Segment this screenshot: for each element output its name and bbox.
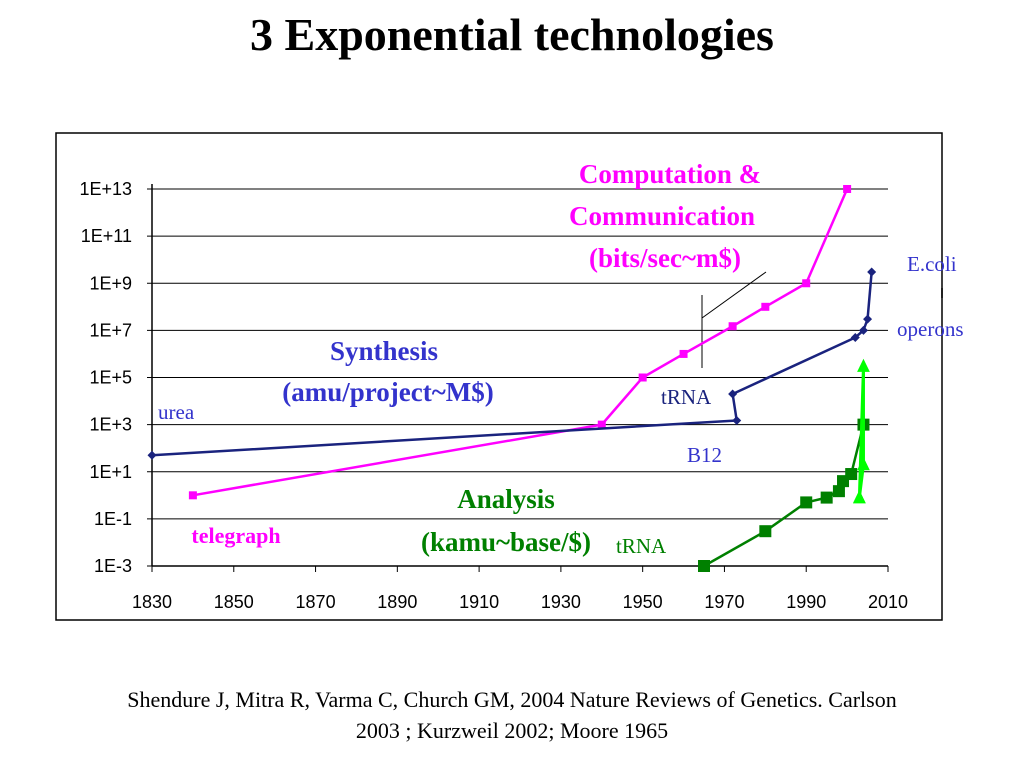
data-point	[728, 322, 737, 331]
series-analysis	[698, 418, 870, 572]
y-tick-label: 1E+3	[89, 415, 132, 435]
x-tick-label: 1830	[132, 592, 172, 612]
data-point	[843, 185, 852, 193]
data-point	[857, 457, 870, 471]
data-point	[147, 450, 157, 460]
citation-line-1: Shendure J, Mitra R, Varma C, Church GM,…	[127, 687, 897, 712]
annotations: Computation & Communication (bits/sec~m$…	[158, 159, 964, 558]
urea-label: urea	[158, 400, 195, 424]
data-point	[759, 525, 772, 538]
page-title: 3 Exponential technologies	[250, 9, 774, 60]
x-tick-label: 1910	[459, 592, 499, 612]
x-tick-label: 1950	[623, 592, 663, 612]
computation-label-line-2: Communication	[569, 201, 755, 231]
data-point	[802, 279, 811, 288]
data-point	[850, 332, 860, 342]
data-point	[858, 325, 868, 335]
y-tick-label: 1E+7	[89, 320, 132, 340]
data-series	[147, 185, 877, 572]
data-point	[732, 415, 742, 425]
data-point	[845, 468, 858, 481]
y-tick-label: 1E-1	[94, 509, 132, 529]
data-point	[800, 496, 813, 509]
citation-caption: Shendure J, Mitra R, Varma C, Church GM,…	[0, 684, 1024, 746]
data-point	[761, 302, 770, 311]
data-point	[857, 358, 870, 372]
trna-analysis-label: tRNA	[616, 534, 667, 558]
series-line-computation	[192, 188, 849, 497]
x-tick-label: 1990	[786, 592, 826, 612]
y-tick-label: 1E+9	[89, 273, 132, 293]
telegraph-label: telegraph	[191, 523, 280, 548]
series-computation	[188, 185, 852, 500]
x-tick-label: 1930	[541, 592, 581, 612]
computation-label-line-1: Computation &	[579, 159, 761, 189]
citation-line-2: 2003 ; Kurzweil 2002; Moore 1965	[355, 718, 669, 743]
series-synthesis	[147, 267, 877, 460]
synthesis-label-line-1: Synthesis	[330, 336, 438, 366]
ecoli-label: E.coli	[907, 252, 957, 276]
data-point	[638, 373, 647, 382]
trna-synthesis-label: tRNA	[661, 385, 712, 409]
data-point	[679, 349, 688, 358]
y-tick-label: 1E-3	[94, 556, 132, 576]
data-point	[597, 420, 606, 429]
analysis-label-line-2: (kamu~base/$)	[421, 527, 591, 557]
x-tick-label: 1850	[214, 592, 254, 612]
grid-lines	[152, 188, 888, 520]
x-tick-label: 1890	[377, 592, 417, 612]
x-tick-label: 1970	[704, 592, 744, 612]
y-tick-label: 1E+13	[79, 179, 132, 199]
axes	[147, 184, 889, 572]
data-point	[698, 560, 710, 572]
series-line-analysis_projection	[857, 364, 865, 498]
x-tick-label: 2010	[868, 592, 908, 612]
y-tick-label: 1E+11	[81, 226, 132, 246]
data-point	[820, 491, 833, 504]
data-point	[853, 490, 866, 504]
data-point	[728, 389, 738, 399]
computation-label-line-3: (bits/sec~m$)	[589, 243, 741, 273]
data-point	[188, 491, 197, 500]
callout-lines	[701, 271, 767, 368]
chart: 1E-3 1E-1 1E+1 1E+3 1E+5 1E+7 1E+9 1E+11 1E+13 18…	[55, 132, 964, 621]
series-analysis_projection	[853, 358, 870, 504]
data-point	[867, 267, 877, 277]
data-point	[863, 314, 873, 324]
data-point	[832, 485, 845, 498]
y-tick-label: 1E+5	[89, 368, 132, 388]
operons-label: operons	[897, 317, 964, 341]
analysis-label-line-1: Analysis	[457, 484, 555, 514]
chart-frame	[55, 132, 943, 621]
callout-line-diagonal	[701, 271, 767, 319]
tick-labels: 1E-3 1E-1 1E+1 1E+3 1E+5 1E+7 1E+9 1E+11 1E+13 18…	[79, 179, 908, 612]
y-tick-label: 1E+1	[89, 462, 132, 482]
x-tick-label: 1870	[296, 592, 336, 612]
b12-label: B12	[687, 443, 722, 467]
synthesis-label-line-2: (amu/project~M$)	[282, 377, 493, 407]
